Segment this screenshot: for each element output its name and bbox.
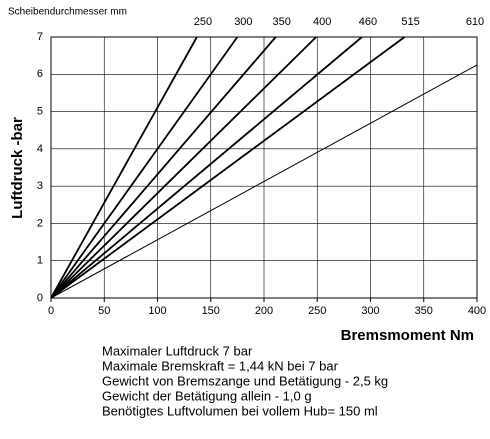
series-line [50,36,277,299]
x-tick-label: 400 [468,305,486,317]
y-axis-label: Luftdruck -bar [9,117,26,219]
note: Gewicht von Bremszange und Betätigung - … [102,373,388,388]
y-tick-label: 4 [37,143,43,155]
y-tick-label: 7 [37,31,43,43]
series-line [50,36,363,299]
x-tick-label: 300 [361,305,379,317]
series-label: 250 [194,16,212,28]
y-tick-label: 2 [37,217,43,229]
y-tick-label: 1 [37,255,43,267]
series-line [50,36,239,299]
x-tick-label: 0 [48,305,54,317]
series-line [50,64,478,299]
series-line [50,36,317,299]
series-label: 610 [466,16,484,28]
y-tick-label: 3 [37,180,43,192]
x-tick-label: 100 [148,305,166,317]
note: Benötigtes Luftvolumen bei vollem Hub= 1… [102,403,378,418]
note: Maximaler Luftdruck 7 bar [102,343,253,358]
y-tick-label: 0 [37,292,43,304]
y-tick-label: 5 [37,105,43,117]
series-line [50,36,198,299]
series-label: 350 [273,16,291,28]
legend-title: Scheibendurchmesser mm [8,7,127,18]
note: Gewicht der Betätigung allein - 1,0 g [102,388,312,403]
x-tick-label: 250 [308,305,326,317]
series-label: 460 [359,16,377,28]
x-axis-label: Bremsmoment Nm [341,327,474,344]
x-tick-label: 150 [202,305,220,317]
plot-frame [50,36,478,299]
series-label: 400 [313,16,331,28]
x-tick-label: 200 [255,305,273,317]
series-label: 515 [401,16,419,28]
series-label: 300 [234,16,252,28]
note: Maximale Bremskraft = 1,44 kN bei 7 bar [102,358,339,373]
x-tick-label: 350 [415,305,433,317]
series-line [50,36,406,299]
y-tick-label: 6 [37,68,43,80]
x-tick-label: 50 [98,305,110,317]
